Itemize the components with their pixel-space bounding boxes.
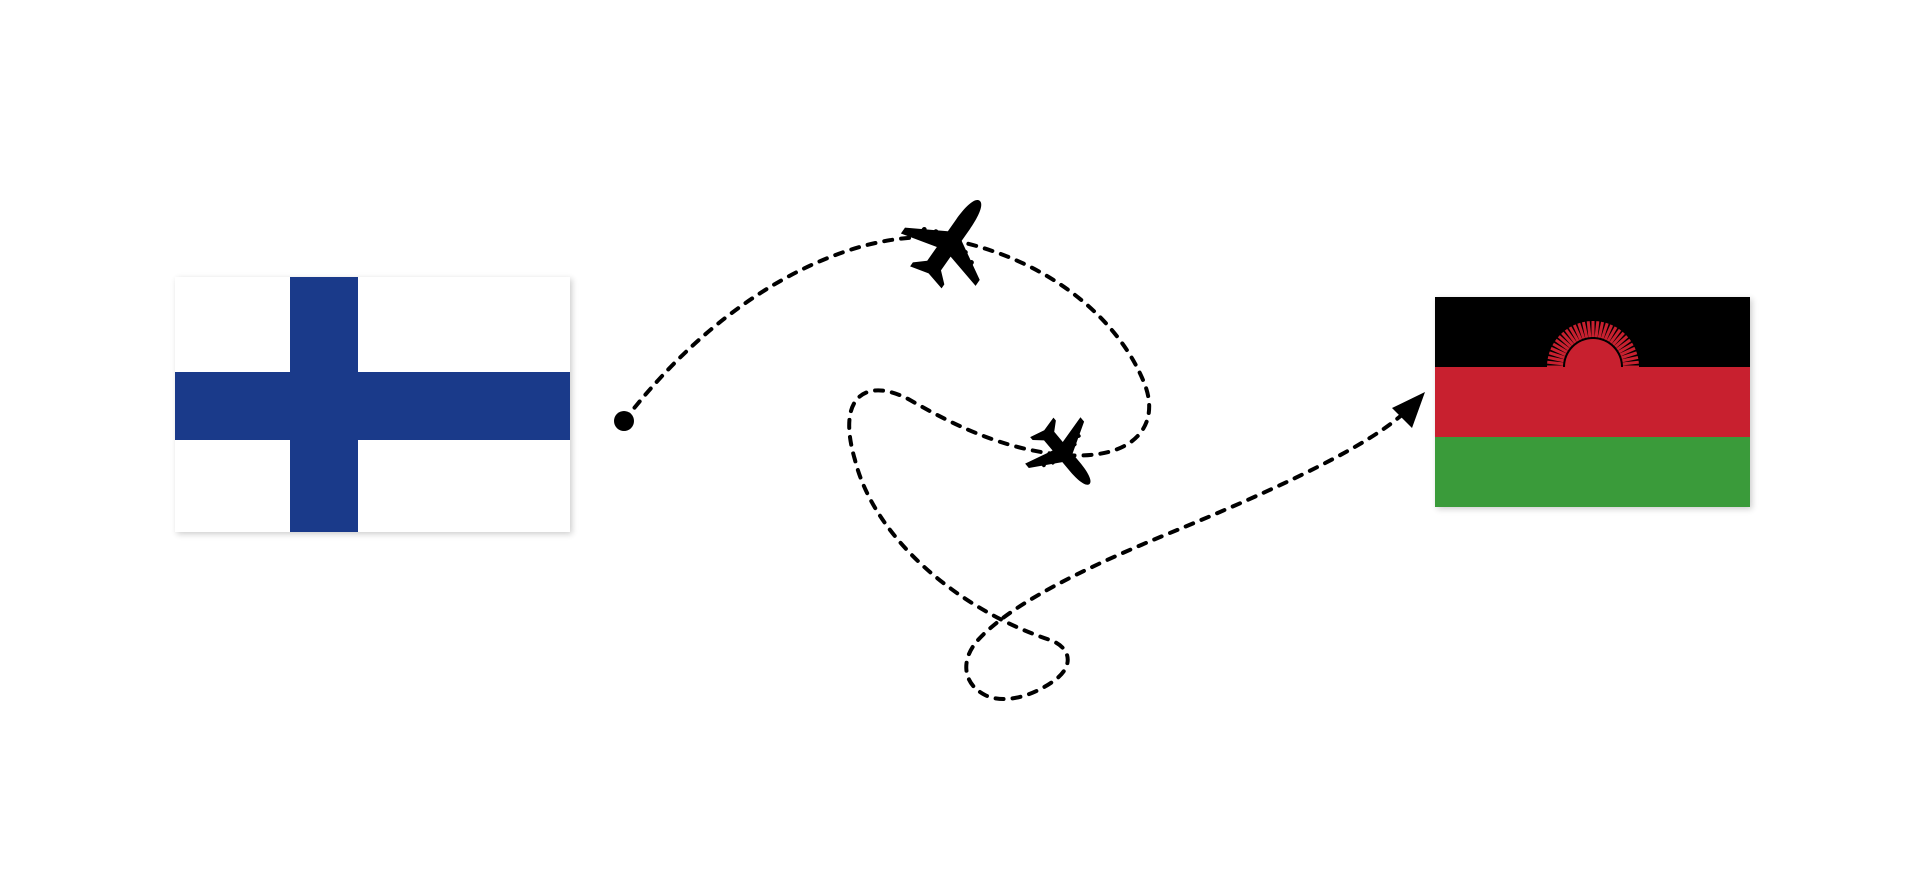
finland-cross-vertical	[290, 277, 358, 532]
path-start-dot	[614, 411, 634, 431]
finland-cross-horizontal	[175, 372, 570, 440]
airplane-icon-1	[888, 175, 1016, 304]
malawi-stripe-black	[1435, 297, 1750, 367]
malawi-sun-icon	[1506, 297, 1679, 367]
malawi-stripe-red	[1435, 367, 1750, 437]
flag-finland	[175, 277, 570, 532]
flight-path-line	[624, 237, 1405, 699]
airplane-icon-2	[1014, 404, 1117, 507]
path-arrow-head	[1392, 392, 1425, 428]
flag-malawi	[1435, 297, 1750, 507]
malawi-stripe-green	[1435, 437, 1750, 507]
